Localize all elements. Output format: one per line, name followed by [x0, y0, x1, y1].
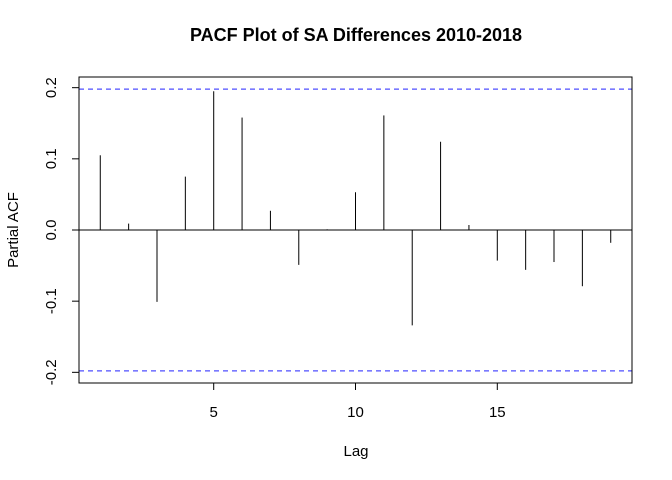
y-tick-label-0: -0.2 — [43, 359, 60, 385]
y-tick-label-2: 0.0 — [43, 220, 60, 241]
x-tick-label-5: 5 — [210, 404, 218, 421]
plot-area: 5 10 15 -0.2 -0.1 0.0 0.1 0.2 — [43, 77, 632, 421]
y-axis-label: Partial ACF — [5, 192, 22, 268]
chart-title: PACF Plot of SA Differences 2010-2018 — [190, 25, 522, 45]
plot-frame — [78, 76, 633, 384]
y-tick-label-1: -0.1 — [43, 288, 60, 314]
y-tick-label-4: 0.2 — [43, 77, 60, 98]
x-tick-label-10: 10 — [347, 404, 364, 421]
x-axis-label: Lag — [343, 443, 368, 460]
y-tick-label-3: 0.1 — [43, 148, 60, 169]
x-tick-label-15: 15 — [489, 404, 506, 421]
